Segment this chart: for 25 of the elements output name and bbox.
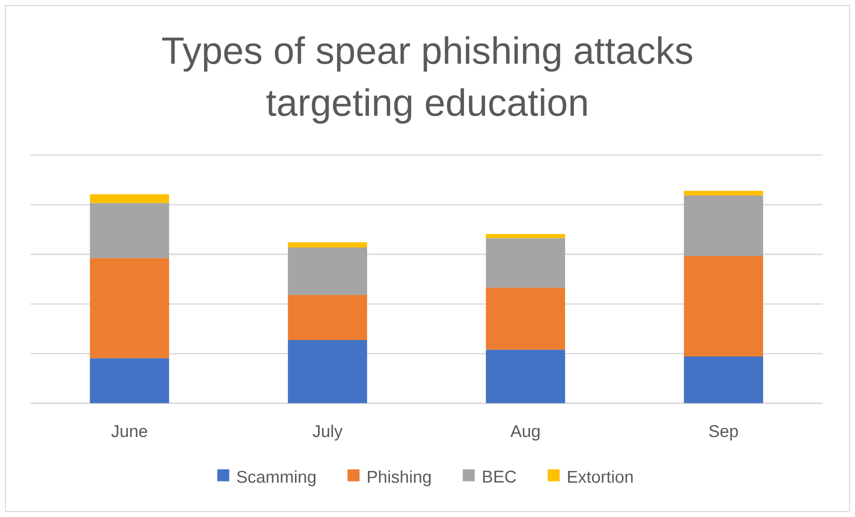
bar [684, 195, 764, 256]
bar [288, 248, 368, 295]
bar [90, 203, 170, 258]
bar [288, 242, 368, 248]
legend-label: BEC [483, 470, 516, 483]
chart-title: Types of spear phishing attacks targeting education [162, 36, 692, 124]
bar [90, 194, 170, 204]
bar [486, 234, 566, 238]
bar [486, 350, 566, 404]
bar [288, 294, 368, 340]
x-tick-label: Sep [709, 425, 738, 441]
bar [288, 340, 368, 404]
bar [684, 190, 764, 196]
x-tick-label: Aug [510, 425, 540, 441]
bar [684, 356, 764, 404]
legend-label: Phishing [368, 470, 431, 486]
legend-label: Extortion [568, 470, 633, 483]
bar [90, 258, 170, 358]
bar [90, 358, 170, 404]
bar [684, 256, 764, 357]
x-tick-label: July [312, 424, 343, 441]
bar [486, 288, 566, 350]
bar [486, 238, 566, 288]
legend-label: Scamming [237, 470, 316, 486]
x-tick-label: June [111, 425, 148, 438]
